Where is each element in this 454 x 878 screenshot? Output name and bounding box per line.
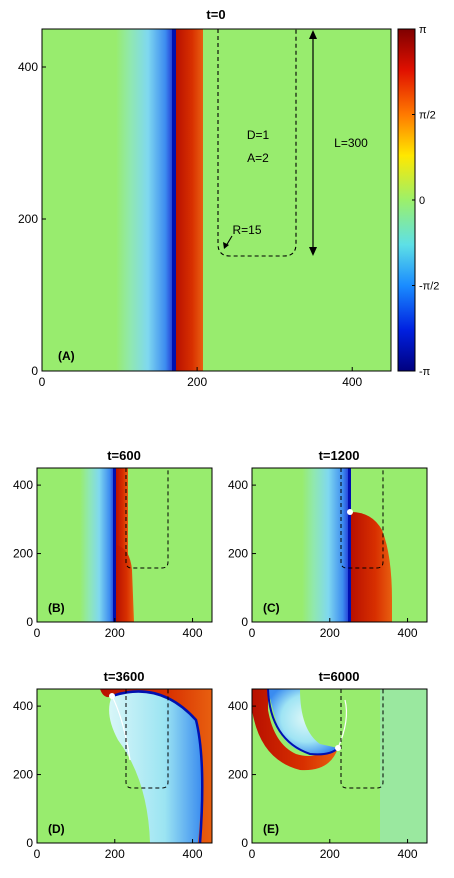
obstacle-outline: [217, 29, 297, 257]
y-tick-label: 400: [13, 478, 33, 492]
panel-a-frame: [41, 28, 392, 372]
x-tick-label: 200: [187, 375, 207, 389]
panel-c-title: t=1200: [319, 448, 360, 463]
x-tick-label: 0: [34, 847, 41, 861]
panel-e: t=6000 (E) 0 200 400 0 200 400: [228, 669, 428, 861]
x-tick-label: 0: [34, 626, 41, 640]
panel-b-axes: 0 200 400 0 200 400: [13, 478, 203, 640]
x-tick-label: 0: [39, 375, 46, 389]
colorbar-tick-label: π/2: [419, 110, 436, 122]
x-tick-label: 0: [249, 847, 256, 861]
y-tick-label: 400: [18, 60, 38, 74]
x-tick-label: 200: [105, 847, 125, 861]
colorbar-ticks: π π/2 0 -π/2 -π: [412, 24, 439, 378]
x-tick-label: 200: [320, 847, 340, 861]
obstacle-outline: [125, 468, 169, 569]
panel-b-title: t=600: [107, 448, 141, 463]
y-tick-label: 200: [18, 212, 38, 226]
panel-c-label: (C): [263, 601, 280, 615]
panel-b-frame: [36, 467, 213, 623]
x-tick-label: 400: [398, 847, 418, 861]
x-tick-label: 400: [183, 626, 203, 640]
colorbar-tick-label: 0: [419, 195, 425, 207]
panel-d-field: [37, 689, 212, 843]
x-tick-label: 400: [398, 626, 418, 640]
spiral-tip-marker: [335, 745, 341, 751]
y-tick-label: 0: [26, 836, 33, 850]
y-tick-label: 200: [13, 768, 33, 782]
y-tick-label: 0: [26, 615, 33, 629]
annotation-diffusion: D=1: [247, 128, 270, 142]
panel-d-label: (D): [48, 822, 65, 836]
x-tick-label: 0: [249, 626, 256, 640]
x-tick-label: 200: [105, 626, 125, 640]
colorbar-tick-label: -π: [419, 366, 431, 378]
spiral-tip-marker: [109, 693, 115, 699]
spiral-tip-marker: [347, 509, 353, 515]
panel-e-title: t=6000: [319, 669, 360, 684]
panel-b: t=600 (B) 0 200 400 0 200 400: [13, 448, 213, 640]
y-tick-label: 0: [241, 615, 248, 629]
panel-e-axes: 0 200 400 0 200 400: [228, 699, 418, 861]
panel-a: t=0 D=1 A=2 L=300 R=15 (A) 0 200 400 0 200 40…: [18, 7, 392, 389]
panel-d: t=3600 (D) 0 200 400 0 200 400: [13, 669, 213, 861]
panel-e-label: (E): [263, 822, 279, 836]
y-tick-label: 200: [13, 547, 33, 561]
x-tick-label: 400: [342, 375, 362, 389]
y-tick-label: 400: [228, 478, 248, 492]
y-tick-label: 0: [31, 364, 38, 378]
y-tick-label: 400: [13, 699, 33, 713]
annotation-length: L=300: [334, 136, 368, 150]
y-tick-label: 400: [228, 699, 248, 713]
annotation-radius: R=15: [232, 223, 261, 237]
panel-d-frame: [36, 688, 213, 844]
panel-e-field: [252, 689, 427, 843]
annotation-amplitude: A=2: [247, 151, 269, 165]
panel-a-field: D=1 A=2 L=300 R=15: [42, 29, 391, 371]
x-tick-label: 400: [183, 847, 203, 861]
y-tick-label: 200: [228, 547, 248, 561]
panel-c: t=1200 (C) 0 200 400 0 200 400: [228, 448, 428, 640]
colorbar-tick-label: -π/2: [419, 281, 439, 293]
colorbar-tick-label: π: [419, 24, 427, 36]
y-tick-label: 200: [228, 768, 248, 782]
panel-e-frame: [251, 688, 428, 844]
panel-b-label: (B): [48, 601, 65, 615]
obstacle-outline: [340, 468, 384, 569]
panel-a-label: (A): [58, 349, 75, 363]
panel-d-axes: 0 200 400 0 200 400: [13, 699, 203, 861]
panel-d-title: t=3600: [104, 669, 145, 684]
panel-a-axes: 0 200 400 0 200 400: [18, 60, 363, 389]
y-tick-label: 0: [241, 836, 248, 850]
panel-b-field: [37, 468, 212, 622]
x-tick-label: 200: [320, 626, 340, 640]
panel-a-title: t=0: [206, 7, 225, 22]
panel-c-axes: 0 200 400 0 200 400: [228, 478, 418, 640]
panel-c-field: [252, 468, 427, 622]
colorbar: π π/2 0 -π/2 -π: [397, 24, 439, 378]
panel-c-frame: [251, 467, 428, 623]
